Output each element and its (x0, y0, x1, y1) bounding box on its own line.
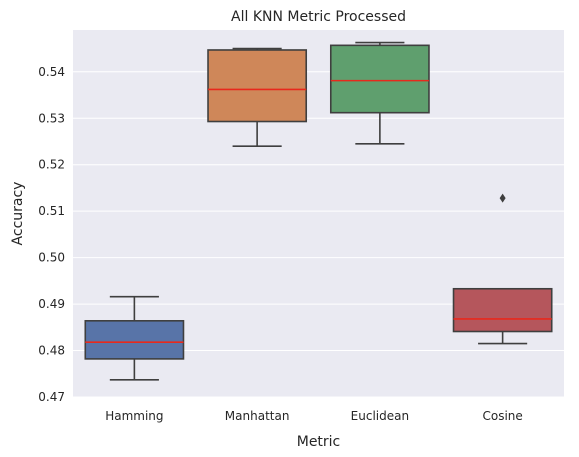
x-tick-label-0: Hamming (105, 409, 163, 423)
box-body (329, 44, 430, 114)
x-tick-label-2: Euclidean (351, 409, 409, 423)
box-hamming (84, 295, 185, 381)
outlier-point-0 (499, 193, 506, 203)
box-body (452, 287, 553, 333)
box-manhattan (207, 47, 308, 147)
y-tick-label-2: 0.49 (38, 297, 65, 311)
box-body (207, 49, 308, 123)
y-tick-label-5: 0.52 (38, 158, 65, 172)
x-tick-label-3: Cosine (482, 409, 522, 423)
y-tick-label-6: 0.53 (38, 111, 65, 125)
y-tick-label-4: 0.51 (38, 204, 65, 218)
boxes-group (84, 41, 553, 381)
x-tick-label-1: Manhattan (225, 409, 290, 423)
chart-title: All KNN Metric Processed (231, 9, 406, 25)
y-tick-labels: 0.47 0.48 0.49 0.50 0.51 0.52 0.53 0.54 (38, 65, 65, 404)
box-euclidean (329, 41, 430, 145)
y-tick-label-1: 0.48 (38, 344, 65, 358)
x-tick-labels: Hamming Manhattan Euclidean Cosine (105, 409, 523, 423)
box-cosine (452, 193, 553, 345)
y-axis-label: Accuracy (10, 182, 26, 246)
box-body (84, 320, 185, 360)
x-axis-label: Metric (297, 434, 341, 450)
y-tick-label-3: 0.50 (38, 251, 65, 265)
y-tick-label-0: 0.47 (38, 390, 65, 404)
y-tick-label-7: 0.54 (38, 65, 65, 79)
